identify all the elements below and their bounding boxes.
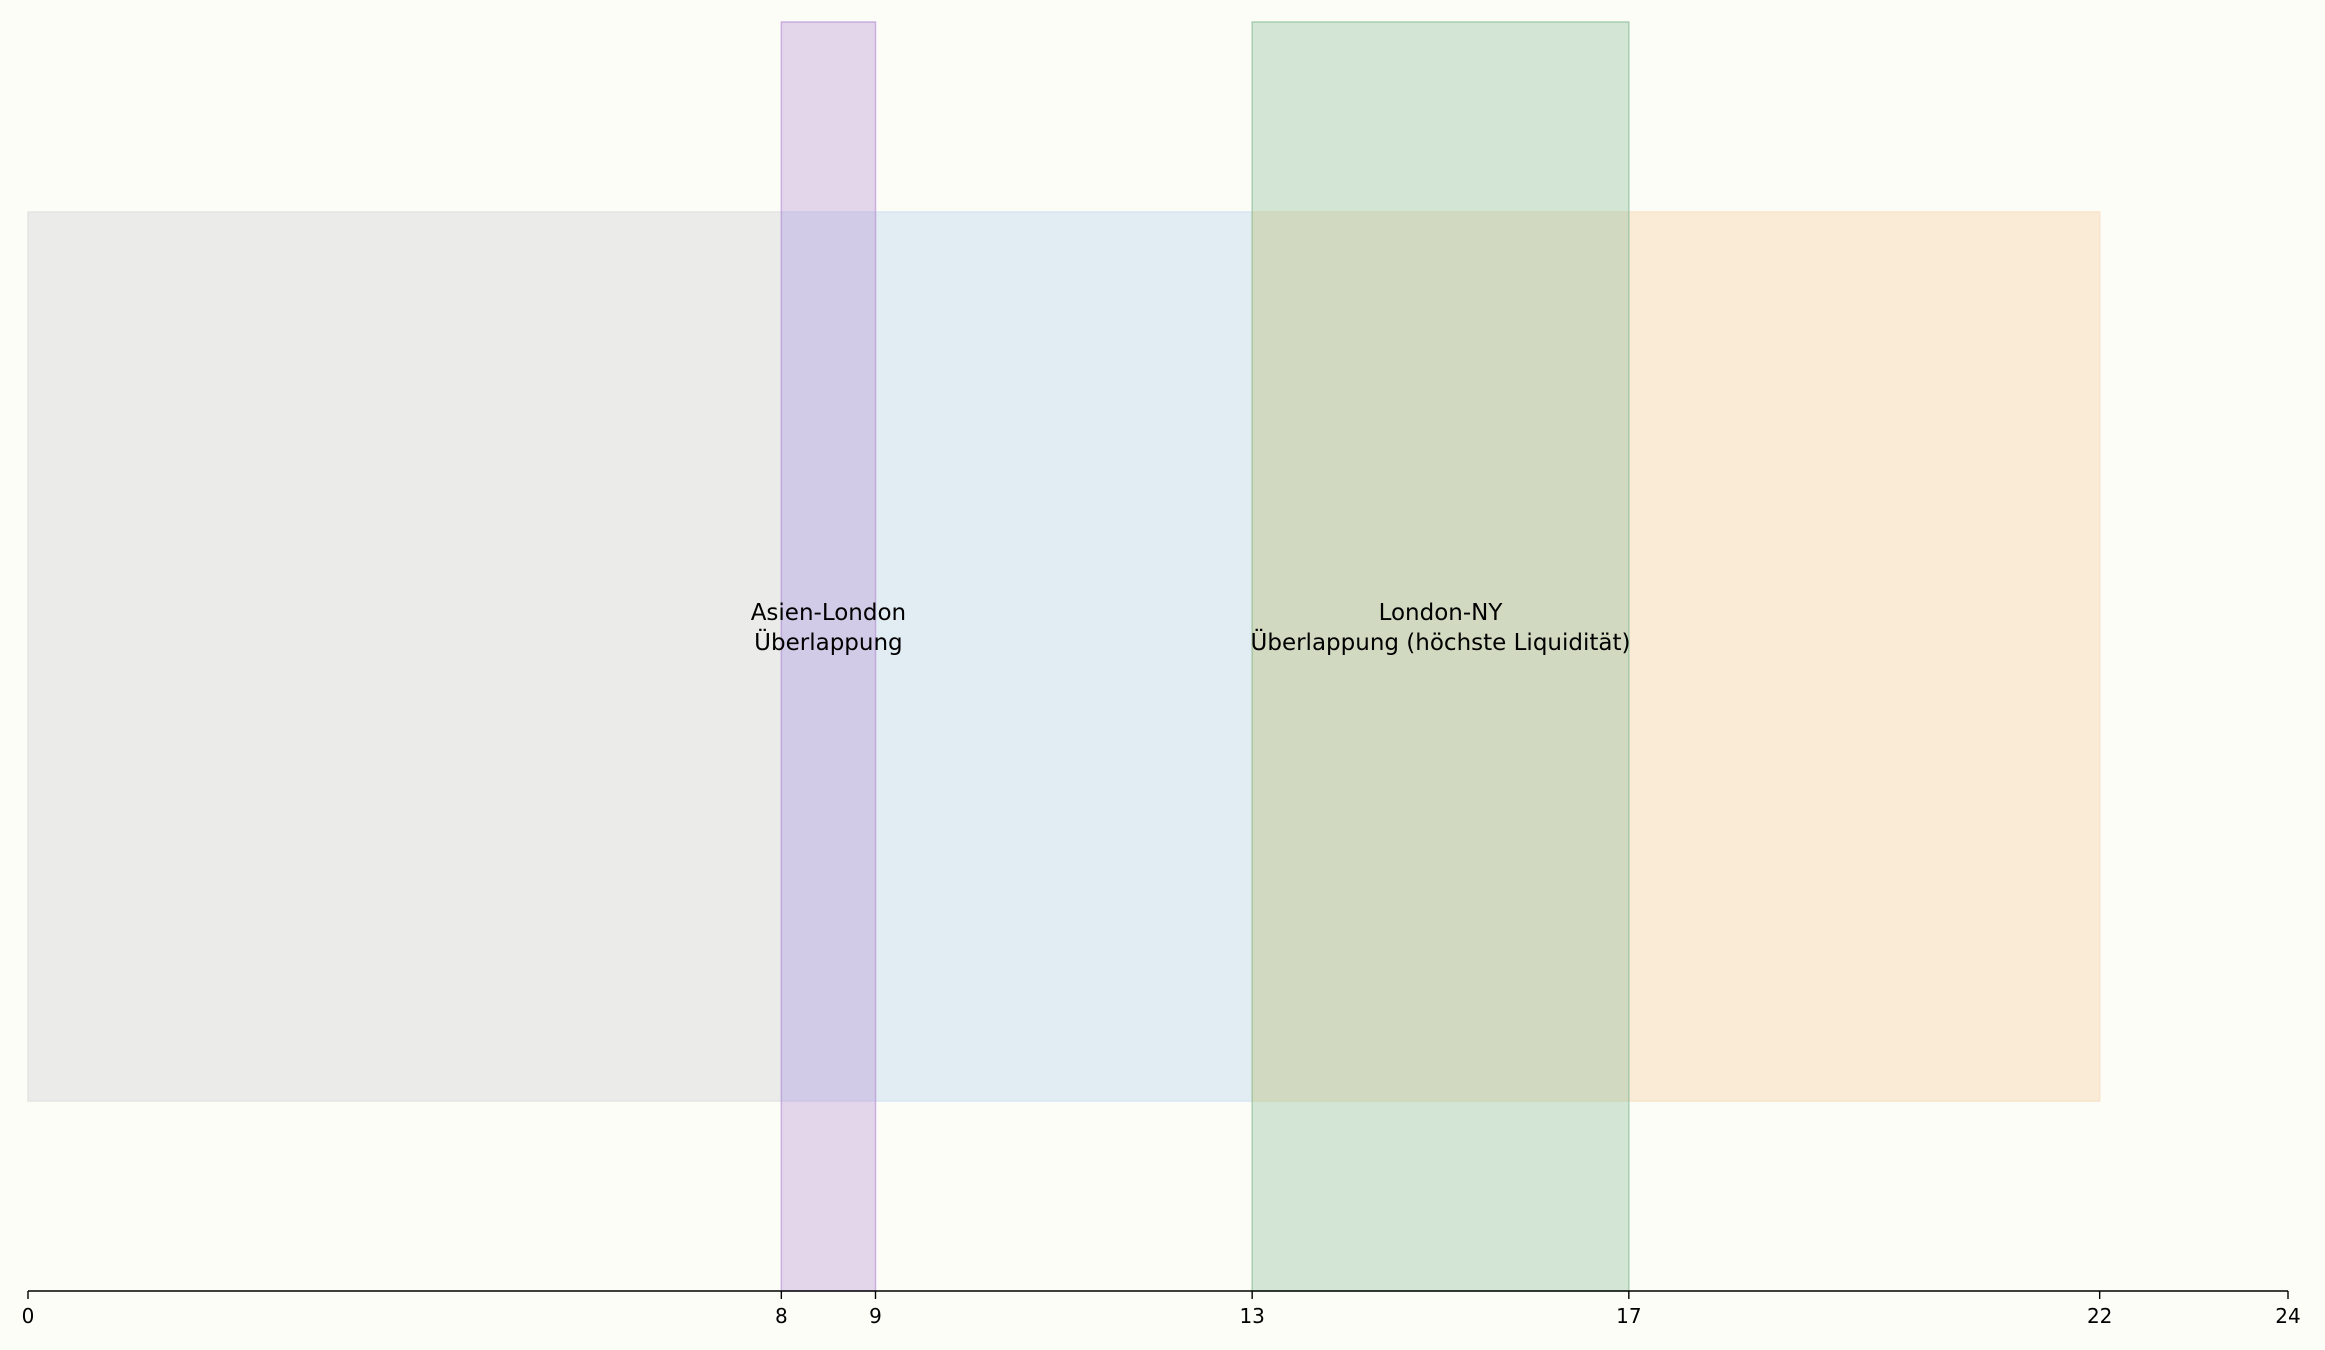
overlap-band-0 bbox=[780, 21, 877, 1292]
overlap-bands bbox=[780, 21, 1630, 1292]
x-tick-label: 13 bbox=[1239, 1304, 1264, 1328]
x-tick-label: 24 bbox=[2275, 1304, 2300, 1328]
overlap-label-1: London-NY Überlappung (höchste Liquidität… bbox=[1251, 600, 1631, 656]
session-bars bbox=[27, 211, 2101, 1102]
session-bar-0 bbox=[27, 211, 783, 1102]
x-tick-label: 22 bbox=[2087, 1304, 2112, 1328]
overlap-label-line: London-NY bbox=[1379, 600, 1504, 626]
overlap-band-1 bbox=[1251, 21, 1630, 1292]
overlap-label-line: Asien-London bbox=[751, 600, 906, 626]
overlap-label-line: Überlappung (höchste Liquidität) bbox=[1251, 628, 1631, 656]
session-bar-2 bbox=[1251, 211, 2101, 1102]
overlap-label-0: Asien-London Überlappung bbox=[751, 600, 906, 656]
x-tick-label: 17 bbox=[1616, 1304, 1641, 1328]
x-tick-label: 8 bbox=[775, 1304, 788, 1328]
x-tick-label: 9 bbox=[869, 1304, 882, 1328]
session-bar-1 bbox=[780, 211, 1253, 1102]
x-tick-label: 0 bbox=[22, 1304, 35, 1328]
overlap-label-line: Überlappung bbox=[754, 628, 902, 656]
x-axis: 0 8 9 13 17 22 24 bbox=[22, 1290, 2301, 1328]
